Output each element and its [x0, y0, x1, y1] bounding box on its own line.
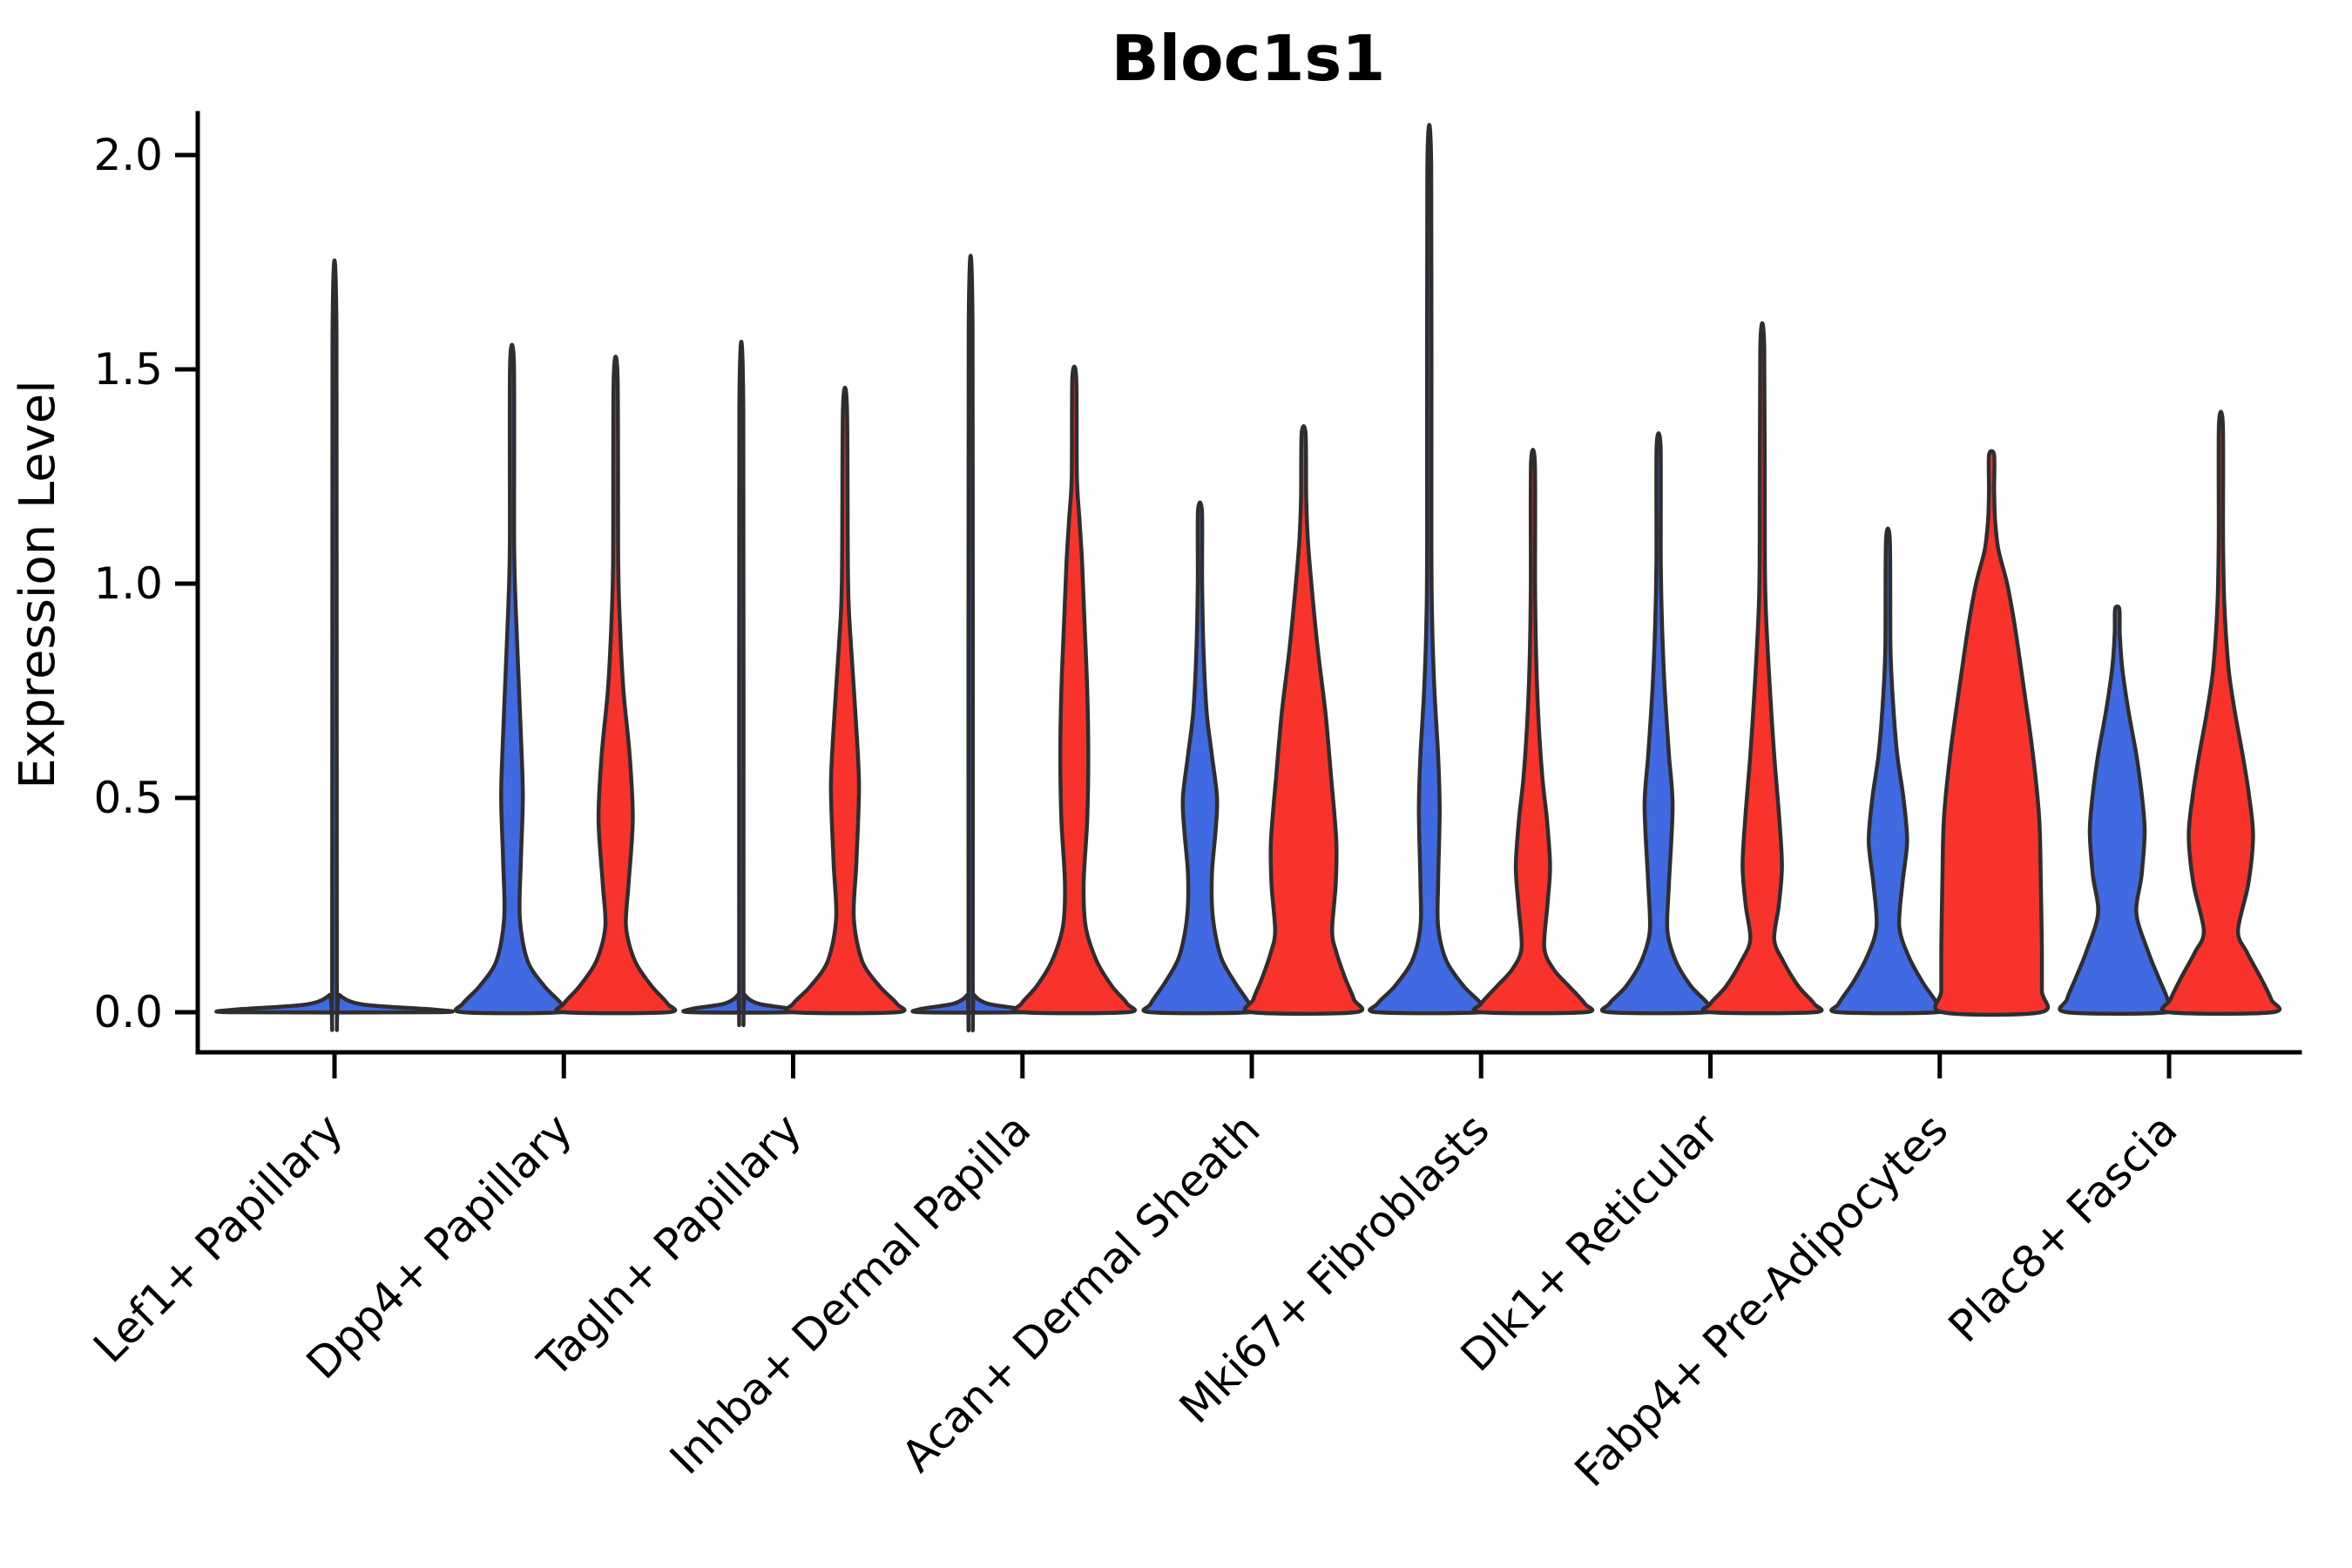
violin-lef1+-center — [214, 258, 455, 1032]
y-axis-label: Expression Level — [10, 380, 66, 789]
violin-tagln+-left — [681, 340, 801, 1027]
y-tick-label: 1.5 — [93, 344, 163, 395]
violin-fabp4+-right — [1933, 449, 2051, 1017]
plot-title: Bloc1s1 — [1112, 22, 1386, 95]
violin-tagln+-right — [783, 386, 907, 1016]
y-tick-label: 0.0 — [93, 987, 163, 1037]
violin-dpp4+-left — [453, 342, 571, 1016]
y-tick-label: 0.5 — [93, 773, 163, 823]
violin-mki67+-right — [1471, 448, 1595, 1016]
violin-mki67+-left — [1368, 123, 1491, 1016]
x-tick-label: Plac8+ Fascia — [1939, 1104, 2187, 1352]
y-tick-label: 2.0 — [93, 130, 163, 180]
y-axis-ticks: 0.0 0.5 1.0 1.5 2.0 — [93, 130, 198, 1037]
violin-acan+-right — [1242, 424, 1365, 1016]
violin-acan+-left — [1141, 500, 1259, 1016]
x-tick-label: Lef1+ Papillary — [84, 1104, 352, 1372]
y-tick-label: 1.0 — [93, 558, 163, 609]
violin-dlk1+-left — [1599, 430, 1718, 1016]
violin-dpp4+-right — [554, 355, 678, 1016]
x-tick-label: Fabp4+ Pre-Adipocytes — [1565, 1104, 1958, 1497]
violin-inhba+-left — [910, 253, 1031, 1033]
violin-fabp4+-left — [1829, 526, 1947, 1016]
violin-plac8+-right — [2159, 409, 2282, 1016]
violin-dlk1+-right — [1700, 321, 1824, 1016]
violin-inhba+-right — [1011, 364, 1138, 1016]
violin-plac8+-left — [2058, 604, 2177, 1016]
violin-shapes — [214, 123, 2282, 1033]
